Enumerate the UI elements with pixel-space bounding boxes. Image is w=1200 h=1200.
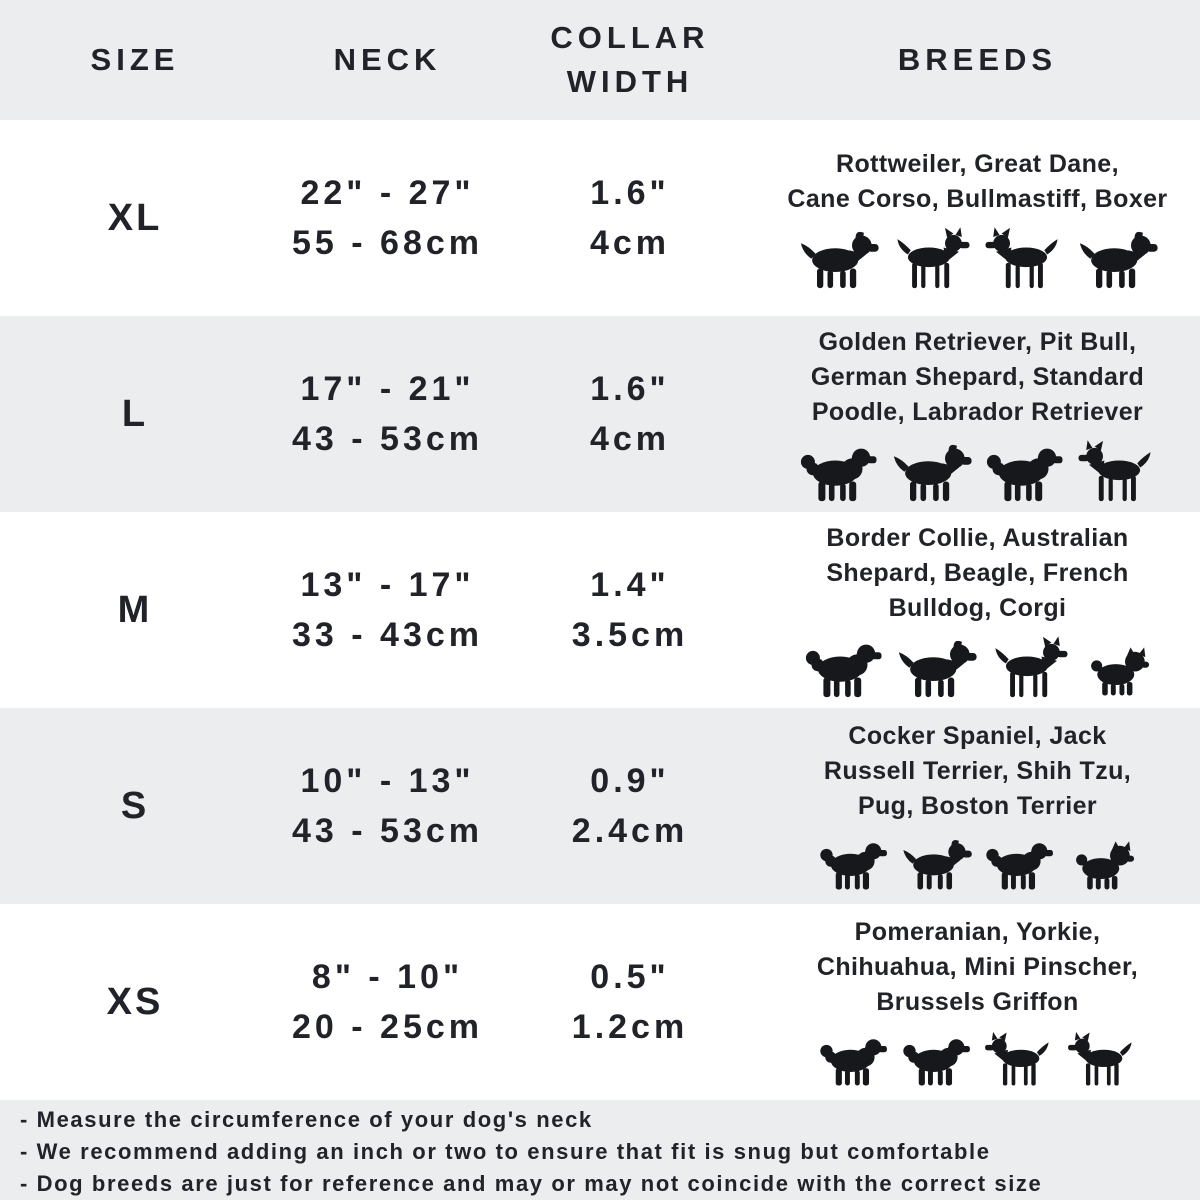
breeds-cell: Pomeranian, Yorkie, Chihuahua, Mini Pins… xyxy=(755,904,1200,1100)
size-label: XL xyxy=(107,196,163,239)
collar-width-cm: 4cm xyxy=(589,420,671,458)
collar-width-cm: 4cm xyxy=(589,224,671,262)
breed-silhouettes xyxy=(816,833,1139,893)
collar-width-cm: 1.2cm xyxy=(571,1008,689,1046)
size-label: S xyxy=(120,784,150,827)
size-label: XS xyxy=(106,980,164,1023)
note-recommend: - We recommend adding an inch or two to … xyxy=(20,1139,991,1164)
breeds-text: Golden Retriever, Pit Bull, German Shepa… xyxy=(810,328,1145,426)
table-header: SIZE NECK COLLAR WIDTH BREEDS xyxy=(0,0,1200,120)
neck-cm: 20 - 25cm xyxy=(292,1008,483,1046)
breeds-cell: Border Collie, Australian Shepard, Beagl… xyxy=(755,512,1200,708)
dog-icon-chihuahua xyxy=(982,1029,1056,1089)
table-row-xl: XL 22" - 27" 55 - 68cm 1.6" 4cm Rottweil… xyxy=(0,120,1200,316)
dog-icon-pomeranian xyxy=(816,1029,890,1089)
dog-icon-pug xyxy=(1065,833,1139,893)
collar-width-measurement: 0.9" 2.4cm xyxy=(505,756,755,856)
size-label: L xyxy=(121,392,149,435)
neck-cm: 43 - 53cm xyxy=(292,812,483,850)
table-row-l: L 17" - 21" 43 - 53cm 1.6" 4cm Golden Re… xyxy=(0,316,1200,512)
neck-inches: 10" - 13" xyxy=(300,762,475,800)
neck-measurement: 17" - 21" 43 - 53cm xyxy=(270,364,505,464)
neck-measurement: 10" - 13" 43 - 53cm xyxy=(270,756,505,856)
table-row-m: M 13" - 17" 33 - 43cm 1.4" 3.5cm Border … xyxy=(0,512,1200,708)
collar-width-measurement: 0.5" 1.2cm xyxy=(505,952,755,1052)
collar-width-measurement: 1.6" 4cm xyxy=(505,364,755,464)
breeds-text: Pomeranian, Yorkie, Chihuahua, Mini Pins… xyxy=(816,918,1139,1016)
breeds-cell: Cocker Spaniel, Jack Russell Terrier, Sh… xyxy=(755,708,1200,904)
dog-icon-great-dane xyxy=(889,226,973,290)
breeds-text: Border Collie, Australian Shepard, Beagl… xyxy=(826,524,1129,622)
note-reference: - Dog breeds are just for reference and … xyxy=(20,1171,1043,1196)
dog-icon-bullmastiff xyxy=(1075,226,1159,290)
column-header-collar-width: COLLAR WIDTH xyxy=(550,19,710,99)
column-header-size: SIZE xyxy=(90,41,180,77)
neck-measurement: 22" - 27" 55 - 68cm xyxy=(270,168,505,268)
dog-icon-shih-tzu xyxy=(982,833,1056,893)
column-header-breeds: BREEDS xyxy=(897,41,1058,77)
collar-width-cm: 3.5cm xyxy=(571,616,689,654)
collar-width-inches: 1.6" xyxy=(590,370,670,408)
dog-icon-corgi xyxy=(1080,639,1154,699)
collar-width-inches: 1.6" xyxy=(590,174,670,212)
dog-icon-german-shepard xyxy=(1075,439,1159,503)
collar-width-measurement: 1.4" 3.5cm xyxy=(505,560,755,660)
breeds-text: Cocker Spaniel, Jack Russell Terrier, Sh… xyxy=(823,722,1132,820)
neck-cm: 33 - 43cm xyxy=(292,616,483,654)
neck-inches: 22" - 27" xyxy=(300,174,475,212)
neck-measurement: 8" - 10" 20 - 25cm xyxy=(270,952,505,1052)
dog-icon-poodle xyxy=(982,439,1066,503)
breed-silhouettes xyxy=(796,226,1159,290)
column-header-neck: NECK xyxy=(333,41,442,77)
breeds-text: Rottweiler, Great Dane, Cane Corso, Bull… xyxy=(787,149,1168,213)
table-row-xs: XS 8" - 10" 20 - 25cm 0.5" 1.2cm Pomeran… xyxy=(0,904,1200,1100)
breed-silhouettes xyxy=(816,1029,1139,1089)
dog-icon-cane-corso xyxy=(982,226,1066,290)
dog-icon-labrador xyxy=(889,439,973,503)
breeds-cell: Golden Retriever, Pit Bull, German Shepa… xyxy=(755,316,1200,512)
collar-width-measurement: 1.6" 4cm xyxy=(505,168,755,268)
collar-width-cm: 2.4cm xyxy=(571,812,689,850)
neck-inches: 13" - 17" xyxy=(300,566,475,604)
dog-icon-jack-russell-terrier xyxy=(899,833,973,893)
collar-width-inches: 1.4" xyxy=(590,566,670,604)
dog-icon-golden-retriever xyxy=(796,439,880,503)
dog-icon-border-collie xyxy=(801,635,885,699)
neck-cm: 55 - 68cm xyxy=(292,224,483,262)
breed-silhouettes xyxy=(796,439,1159,503)
neck-measurement: 13" - 17" 33 - 43cm xyxy=(270,560,505,660)
dog-icon-french-bulldog xyxy=(987,635,1071,699)
size-label: M xyxy=(117,588,153,631)
dog-icon-cocker-spaniel xyxy=(816,833,890,893)
sizing-notes: - Measure the circumference of your dog'… xyxy=(0,1100,1200,1200)
neck-cm: 43 - 53cm xyxy=(292,420,483,458)
dog-icon-yorkie xyxy=(899,1029,973,1089)
neck-inches: 17" - 21" xyxy=(300,370,475,408)
dog-icon-rottweiler xyxy=(796,226,880,290)
collar-width-inches: 0.9" xyxy=(590,762,670,800)
table-row-s: S 10" - 13" 43 - 53cm 0.9" 2.4cm Cocker … xyxy=(0,708,1200,904)
collar-width-inches: 0.5" xyxy=(590,958,670,996)
neck-inches: 8" - 10" xyxy=(311,958,464,996)
dog-icon-beagle xyxy=(894,635,978,699)
dog-icon-mini-pinscher xyxy=(1065,1029,1139,1089)
breeds-cell: Rottweiler, Great Dane, Cane Corso, Bull… xyxy=(755,120,1200,316)
note-measure: - Measure the circumference of your dog'… xyxy=(20,1107,593,1132)
breed-silhouettes xyxy=(801,635,1154,699)
